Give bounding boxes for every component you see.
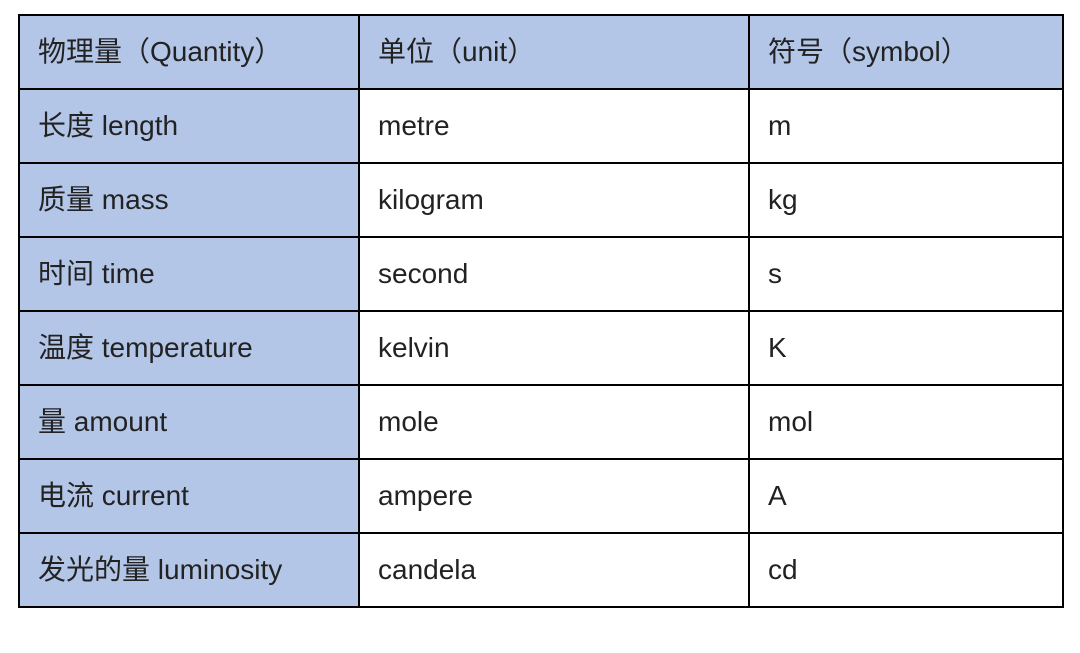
table-row: 质量 mass kilogram kg	[19, 163, 1063, 237]
col-header-symbol: 符号（symbol）	[749, 15, 1063, 89]
table-container: 物理量（Quantity） 单位（unit） 符号（symbol） 长度 len…	[0, 0, 1080, 626]
cell-symbol: s	[749, 237, 1063, 311]
cell-symbol: K	[749, 311, 1063, 385]
cell-unit: candela	[359, 533, 749, 607]
cell-symbol: mol	[749, 385, 1063, 459]
cell-quantity: 温度 temperature	[19, 311, 359, 385]
table-row: 发光的量 luminosity candela cd	[19, 533, 1063, 607]
table-row: 长度 length metre m	[19, 89, 1063, 163]
cell-quantity: 发光的量 luminosity	[19, 533, 359, 607]
cell-unit: metre	[359, 89, 749, 163]
col-header-quantity: 物理量（Quantity）	[19, 15, 359, 89]
cell-unit: ampere	[359, 459, 749, 533]
cell-unit: kilogram	[359, 163, 749, 237]
si-units-table: 物理量（Quantity） 单位（unit） 符号（symbol） 长度 len…	[18, 14, 1064, 608]
table-row: 电流 current ampere A	[19, 459, 1063, 533]
cell-quantity: 时间 time	[19, 237, 359, 311]
col-header-unit: 单位（unit）	[359, 15, 749, 89]
cell-quantity: 量 amount	[19, 385, 359, 459]
cell-quantity: 电流 current	[19, 459, 359, 533]
cell-quantity: 长度 length	[19, 89, 359, 163]
cell-symbol: cd	[749, 533, 1063, 607]
table-header-row: 物理量（Quantity） 单位（unit） 符号（symbol）	[19, 15, 1063, 89]
cell-unit: kelvin	[359, 311, 749, 385]
cell-symbol: m	[749, 89, 1063, 163]
cell-symbol: A	[749, 459, 1063, 533]
cell-symbol: kg	[749, 163, 1063, 237]
cell-quantity: 质量 mass	[19, 163, 359, 237]
table-row: 量 amount mole mol	[19, 385, 1063, 459]
table-row: 时间 time second s	[19, 237, 1063, 311]
cell-unit: mole	[359, 385, 749, 459]
table-row: 温度 temperature kelvin K	[19, 311, 1063, 385]
cell-unit: second	[359, 237, 749, 311]
